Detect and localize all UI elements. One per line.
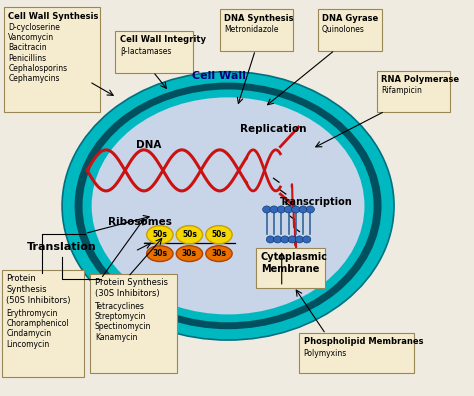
Text: Rifampicin: Rifampicin (381, 86, 422, 95)
Circle shape (277, 206, 285, 213)
Text: Bacitracin: Bacitracin (9, 43, 47, 52)
Text: (30S Inhibitors): (30S Inhibitors) (95, 289, 159, 298)
Ellipse shape (74, 83, 382, 329)
Text: Lincomycin: Lincomycin (6, 340, 49, 348)
FancyBboxPatch shape (115, 31, 193, 73)
Ellipse shape (62, 72, 394, 340)
Circle shape (299, 206, 307, 213)
Text: Phospholipid Membranes: Phospholipid Membranes (303, 337, 423, 346)
Ellipse shape (146, 246, 173, 261)
Text: Quinolones: Quinolones (322, 25, 365, 34)
Ellipse shape (82, 89, 374, 322)
Text: Cindamycin: Cindamycin (6, 329, 51, 339)
Text: Membrane: Membrane (261, 264, 319, 274)
Circle shape (273, 236, 282, 243)
Text: 50s: 50s (182, 230, 197, 239)
Text: Cytoplasmic: Cytoplasmic (261, 253, 328, 263)
Circle shape (284, 206, 292, 213)
Text: Translation: Translation (27, 242, 97, 252)
Text: Erythromycin: Erythromycin (6, 309, 57, 318)
Circle shape (288, 236, 296, 243)
Ellipse shape (206, 226, 232, 244)
Text: Cephalosporins: Cephalosporins (9, 64, 68, 73)
Circle shape (302, 236, 311, 243)
Text: (50S Inhibitors): (50S Inhibitors) (6, 296, 71, 305)
Text: Cephamycins: Cephamycins (9, 74, 60, 83)
Text: Cell Wall Integrity: Cell Wall Integrity (120, 35, 206, 44)
Text: DNA Gyrase: DNA Gyrase (322, 14, 378, 23)
Text: Protein: Protein (6, 274, 36, 283)
Circle shape (295, 236, 303, 243)
FancyBboxPatch shape (256, 248, 325, 288)
Text: 50s: 50s (211, 230, 227, 239)
FancyBboxPatch shape (318, 10, 382, 51)
Text: Synthesis: Synthesis (6, 285, 47, 294)
Circle shape (292, 206, 300, 213)
Text: Kanamycin: Kanamycin (95, 333, 137, 342)
Ellipse shape (206, 246, 232, 261)
FancyBboxPatch shape (377, 70, 450, 112)
Ellipse shape (176, 246, 202, 261)
Text: 50s: 50s (153, 230, 167, 239)
Ellipse shape (176, 226, 202, 244)
Text: RNA Polymerase: RNA Polymerase (381, 75, 459, 84)
Text: Choramphenicol: Choramphenicol (6, 319, 69, 328)
Text: Ribosomes: Ribosomes (108, 217, 172, 227)
Text: Metronidazole: Metronidazole (224, 25, 278, 34)
FancyBboxPatch shape (300, 333, 414, 373)
Text: Vancomycin: Vancomycin (9, 33, 55, 42)
Text: DNA: DNA (136, 140, 161, 150)
Text: Cell Wall Synthesis: Cell Wall Synthesis (9, 12, 99, 21)
FancyBboxPatch shape (220, 10, 293, 51)
Circle shape (266, 236, 274, 243)
FancyBboxPatch shape (90, 274, 177, 373)
Text: Tetracyclines: Tetracyclines (95, 302, 145, 311)
Text: Penicillins: Penicillins (9, 53, 46, 63)
Ellipse shape (91, 97, 365, 314)
Text: Replication: Replication (240, 124, 307, 134)
Text: Spectinomycin: Spectinomycin (95, 322, 151, 331)
Text: D-cycloserine: D-cycloserine (9, 23, 60, 32)
FancyBboxPatch shape (1, 270, 84, 377)
Text: 30s: 30s (182, 249, 197, 258)
Circle shape (263, 206, 271, 213)
Text: Cell Wall: Cell Wall (192, 70, 246, 81)
Circle shape (270, 206, 278, 213)
Text: Polymyxins: Polymyxins (303, 349, 347, 358)
Text: DNA Synthesis: DNA Synthesis (224, 14, 293, 23)
Text: β-lactamases: β-lactamases (120, 47, 171, 56)
Text: Transcription: Transcription (280, 197, 353, 207)
Text: Protein Synthesis: Protein Synthesis (95, 278, 168, 287)
Ellipse shape (146, 226, 173, 244)
Text: 30s: 30s (211, 249, 227, 258)
Circle shape (306, 206, 314, 213)
Text: Streptomycin: Streptomycin (95, 312, 146, 321)
Text: 30s: 30s (152, 249, 167, 258)
Circle shape (281, 236, 289, 243)
FancyBboxPatch shape (4, 8, 100, 112)
